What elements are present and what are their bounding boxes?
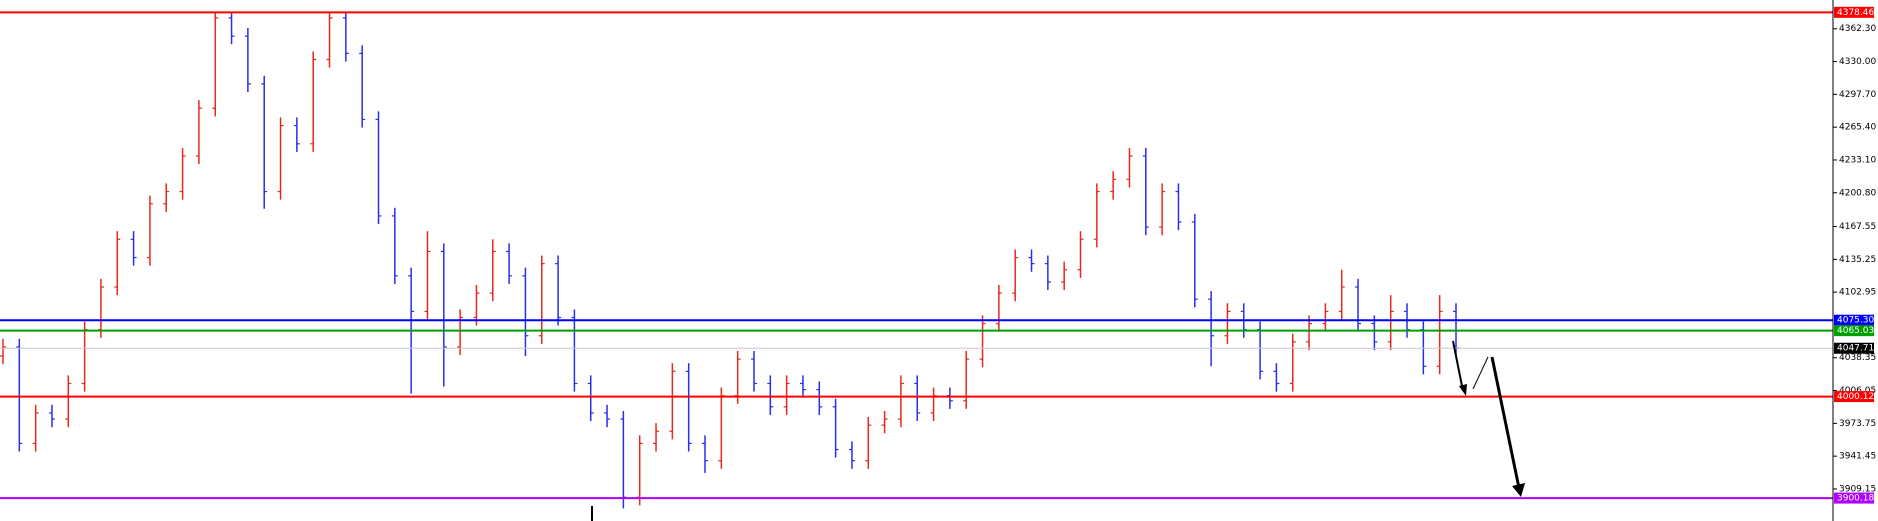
level-tag <box>1834 391 1874 403</box>
level-label: 4378.46 <box>1837 8 1874 18</box>
arrow-head <box>1512 483 1525 497</box>
level-label: 4065.03 <box>1837 326 1874 336</box>
y-tick-label: 4330.00 <box>1839 57 1876 67</box>
y-tick-label: 4167.55 <box>1839 222 1876 232</box>
y-tick-label: 4006.05 <box>1839 386 1876 396</box>
level-label: 3900.18 <box>1837 494 1874 504</box>
level-tag <box>1834 342 1874 354</box>
level-label: 4075.30 <box>1837 316 1874 326</box>
annotations <box>591 340 1525 521</box>
price-axis: 4362.30 4330.00 4297.70 4265.40 4233.10 4200.… <box>1833 6 1876 504</box>
level-tag <box>1834 314 1874 326</box>
y-tick-label: 3909.15 <box>1839 484 1876 494</box>
y-tick-label: 4233.10 <box>1839 155 1876 165</box>
level-label: 4000.12 <box>1837 392 1874 402</box>
arrow-line <box>1452 340 1464 392</box>
y-tick-label: 4297.70 <box>1839 90 1876 100</box>
y-tick-label: 4135.25 <box>1839 255 1876 265</box>
level-label: 4047.71 <box>1837 344 1874 354</box>
y-tick-label: 4362.30 <box>1839 24 1876 34</box>
y-tick-label: 4265.40 <box>1839 123 1876 133</box>
level-tag <box>1834 325 1874 337</box>
arrow-line <box>1490 356 1521 489</box>
y-tick-label: 4038.35 <box>1839 353 1876 363</box>
y-tick-label: 3941.45 <box>1839 452 1876 462</box>
arrow-head <box>1459 384 1467 396</box>
level-tag <box>1834 492 1874 504</box>
y-tick-label: 4200.80 <box>1839 188 1876 198</box>
level-tag <box>1834 6 1874 18</box>
plot-area <box>0 11 1833 509</box>
y-tick-label: 3973.75 <box>1839 419 1876 429</box>
projection-line <box>1472 356 1489 390</box>
y-tick-label: 4102.95 <box>1839 288 1876 298</box>
